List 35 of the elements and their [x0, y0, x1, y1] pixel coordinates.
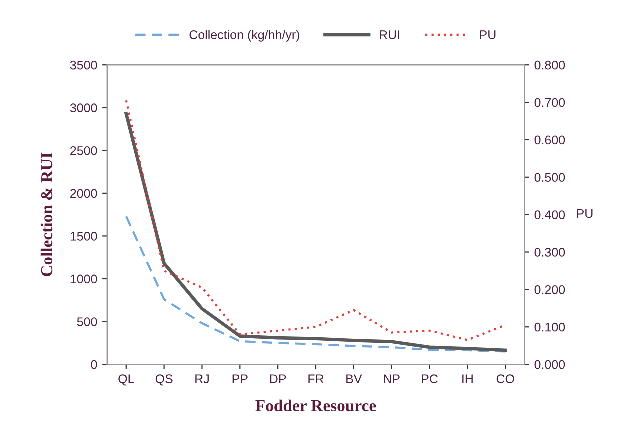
- y2-tick-label: 0.400: [534, 210, 566, 220]
- y-tick-label: 1500: [70, 232, 98, 241]
- y-axis-title: Collection & RUI: [40, 152, 53, 277]
- y-tick-label: 2500: [70, 146, 98, 156]
- y2-tick-label: 0.000: [534, 360, 566, 370]
- legend-label: PU: [480, 30, 496, 40]
- y-tick-label: 3000: [70, 104, 98, 113]
- y2-tick-label: 0.500: [534, 173, 566, 182]
- x-axis-title: Fodder Resource: [256, 400, 376, 412]
- y2-tick-label: 0.100: [534, 322, 566, 332]
- x-tick-label: FR: [308, 374, 324, 384]
- x-tick-label: RJ: [196, 374, 209, 384]
- line-series: [125, 215, 507, 353]
- x-tick-label: PP: [232, 374, 248, 384]
- y2-tick-label: 0.600: [534, 136, 566, 145]
- x-tick-label: DP: [270, 374, 286, 384]
- y2-axis-title: PU: [577, 209, 593, 218]
- y2-tick-label: 0.700: [534, 98, 566, 108]
- x-tick-label: PC: [422, 374, 438, 384]
- x-tick-label: QS: [156, 374, 173, 386]
- y-tick-label: 3500: [70, 60, 98, 70]
- y-tick-label: 0: [91, 360, 98, 370]
- x-tick-label: IH: [462, 374, 473, 384]
- x-tick-label: NP: [384, 374, 400, 384]
- x-tick-label: QL: [118, 374, 134, 386]
- x-tick-label: BV: [346, 374, 362, 384]
- y2-tick-label: 0.300: [534, 248, 566, 257]
- y-tick-label: 500: [77, 318, 98, 326]
- y-tick-label: 1000: [70, 274, 98, 284]
- legend-label: RUI: [380, 30, 400, 40]
- x-tick-label: CO: [496, 374, 514, 384]
- y-tick-label: 2000: [70, 189, 98, 198]
- y2-tick-label: 0.200: [534, 285, 566, 294]
- legend-label: Collection (kg/hh/yr): [190, 30, 300, 42]
- y2-tick-label: 0.800: [534, 60, 566, 70]
